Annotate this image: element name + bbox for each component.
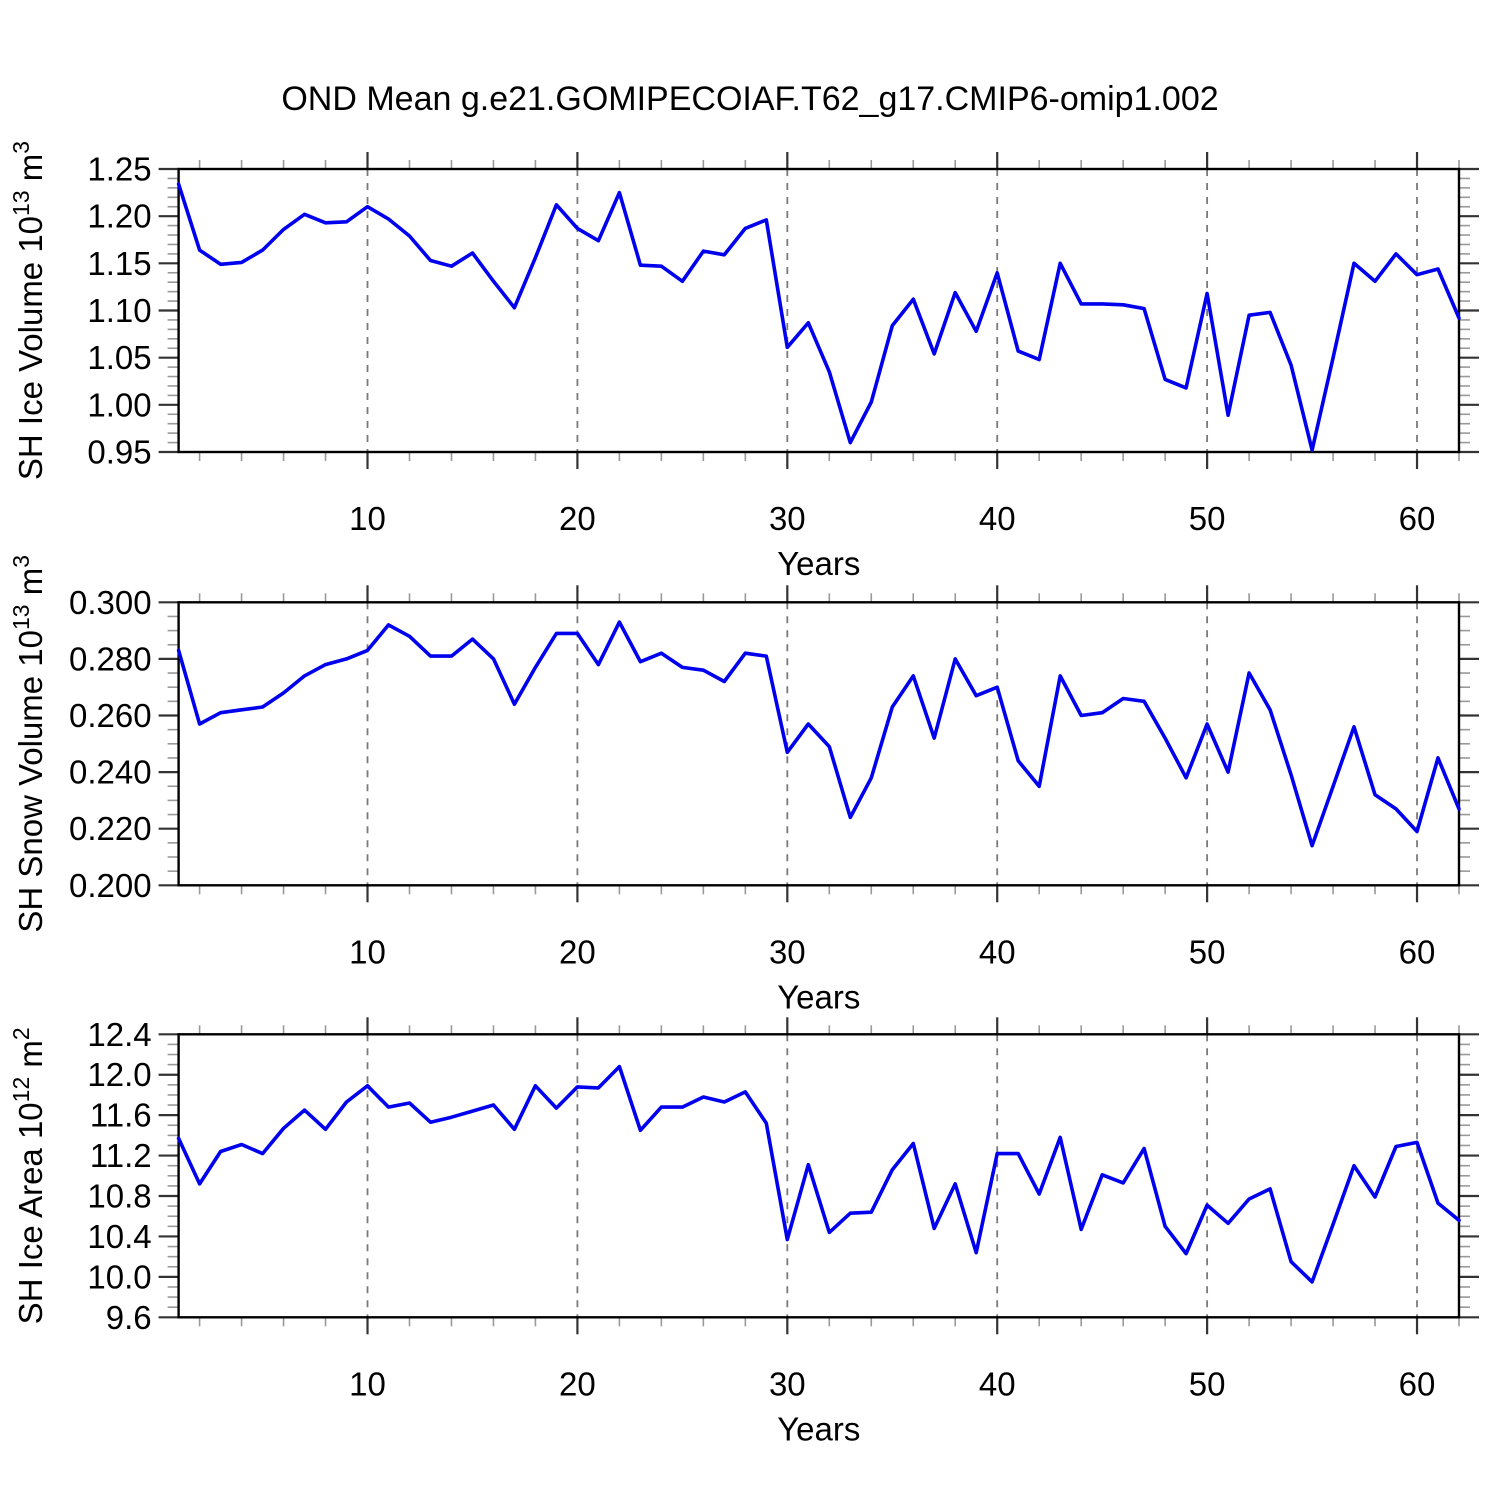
axes-frame [177,167,1461,454]
x-minor-ticks [198,160,1460,461]
y-tick-label: 0.200 [69,867,152,904]
x-tick-label: 30 [769,1365,806,1402]
x-tick-label: 60 [1399,1365,1436,1402]
panel-1: 10 20 30 40 50 60 1.25 1.20 1.15 1.10 1.05 1.00 0.95… [8,141,1479,582]
y-axis-label: SH Ice Area 1012 m2 [8,1027,49,1324]
data-line-series-3 [176,1064,1461,1284]
y-tick-label: 9.6 [106,1299,152,1336]
x-tick-label: 30 [769,500,806,537]
x-tick-label: 20 [559,933,596,970]
x-tick-label: 20 [559,1365,596,1402]
x-axis-label: Years [777,1410,860,1447]
x-major-ticks: 10 20 30 40 50 60 [349,1017,1435,1402]
y-tick-label: 0.280 [69,640,152,677]
y-tick-label: 1.00 [87,386,151,423]
y-tick-label: 0.220 [69,810,152,847]
x-minor-ticks [198,593,1460,895]
x-tick-label: 40 [979,933,1016,970]
x-tick-label: 50 [1189,1365,1226,1402]
x-tick-label: 50 [1189,933,1226,970]
gridlines [366,1034,1418,1318]
data-line-series-1 [176,182,1461,452]
y-tick-label: 10.4 [87,1218,151,1255]
x-minor-ticks [198,1025,1460,1327]
panel-3: 10 20 30 40 50 60 12.412.0 11.611.2 10.810.410.0… [8,1016,1479,1447]
y-tick-label: 11.2 [90,1137,152,1174]
x-tick-label: 60 [1399,933,1436,970]
y-tick-label: 1.10 [87,292,151,329]
y-tick-label: 11.6 [90,1097,152,1134]
y-minor-ticks [167,615,1470,872]
plot-panels: 10 20 30 40 50 60 1.25 1.20 1.15 1.10 1.05 1.00 0.95… [8,141,1479,1447]
figure-title: OND Mean g.e21.GOMIPECOIAF.T62_g17.CMIP6… [281,80,1218,118]
x-tick-label: 30 [769,933,806,970]
y-major-ticks: 0.300 0.280 0.260 0.240 0.220 0.200 [69,584,1479,904]
x-tick-label: 10 [349,933,386,970]
y-major-ticks: 12.412.0 11.611.2 10.810.410.0 9.6 [87,1016,1479,1336]
y-tick-label: 1.05 [87,339,151,376]
data-line-series-2 [176,620,1461,848]
x-tick-label: 40 [979,500,1016,537]
x-tick-label: 40 [979,1365,1016,1402]
y-minor-ticks [167,1043,1470,1308]
y-tick-label: 1.15 [87,245,151,282]
y-tick-label: 10.8 [87,1178,151,1215]
x-tick-label: 60 [1399,500,1436,537]
x-tick-label: 10 [349,1365,386,1402]
y-tick-label: 0.300 [69,584,152,621]
axes-frame [177,1033,1461,1319]
axes-frame [177,601,1461,887]
gridlines [366,169,1418,452]
panel-2: 10 20 30 40 50 60 0.300 0.280 0.260 0.240 0.220 0.2… [8,555,1479,1015]
x-axis-label: Years [777,545,860,582]
y-minor-ticks [167,177,1470,444]
y-tick-label: 1.25 [87,151,151,188]
y-tick-label: 10.0 [87,1258,151,1295]
x-tick-label: 50 [1189,500,1226,537]
y-axis-label: SH Snow Volume 1013 m3 [8,555,49,933]
y-axis-label: SH Ice Volume 1013 m3 [8,141,49,480]
y-tick-label: 12.4 [87,1016,151,1053]
y-tick-label: 0.240 [69,754,152,791]
x-major-ticks: 10 20 30 40 50 60 [349,152,1435,537]
y-tick-label: 1.20 [87,198,151,235]
x-tick-label: 10 [349,500,386,537]
x-tick-label: 20 [559,500,596,537]
y-tick-label: 0.95 [87,434,151,471]
x-major-ticks: 10 20 30 40 50 60 [349,585,1435,970]
y-tick-label: 0.260 [69,697,152,734]
x-axis-label: Years [777,978,860,1015]
y-major-ticks: 1.25 1.20 1.15 1.10 1.05 1.00 0.95 [87,151,1479,471]
y-tick-label: 12.0 [87,1056,151,1093]
